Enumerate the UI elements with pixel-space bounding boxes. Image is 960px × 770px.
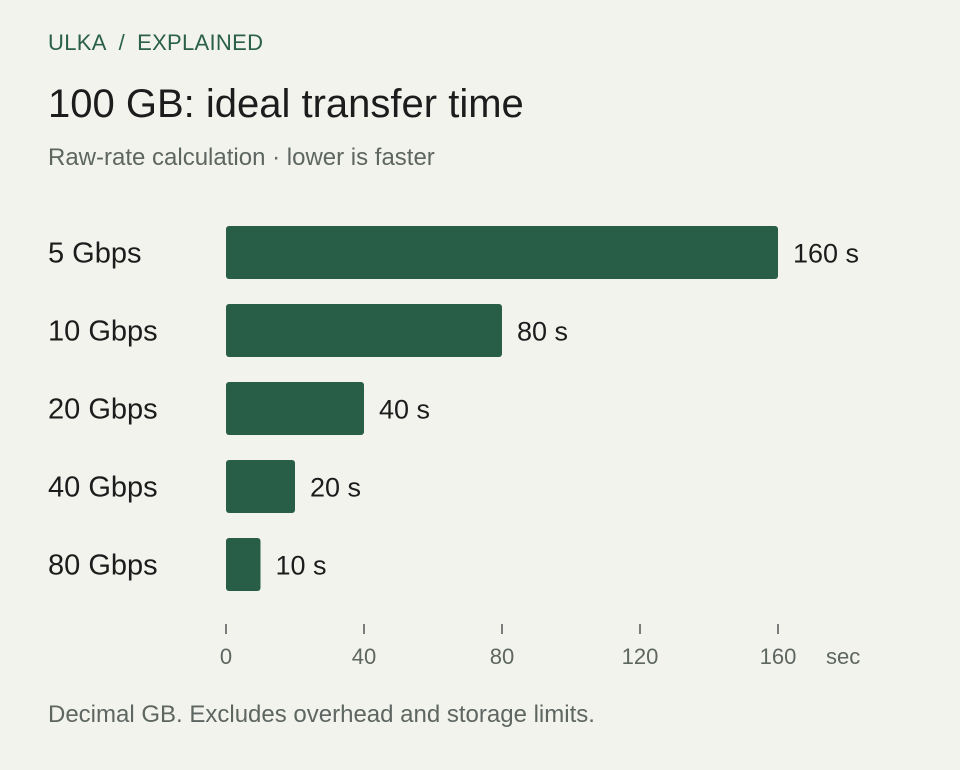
bar bbox=[226, 304, 502, 357]
bar bbox=[226, 460, 295, 513]
category-label: 5 Gbps bbox=[48, 238, 142, 270]
x-tick-label: 120 bbox=[622, 644, 659, 669]
x-tick-label: 0 bbox=[220, 644, 232, 669]
category-label: 80 Gbps bbox=[48, 550, 158, 582]
x-tick-label: 40 bbox=[352, 644, 376, 669]
chart-footnote: Decimal GB. Excludes overhead and storag… bbox=[48, 701, 595, 728]
bar-chart: 5 Gbps 160 s 10 Gbps 80 s 20 Gbps 40 s 40 Gbps… bbox=[48, 226, 860, 669]
breadcrumb-section: EXPLAINED bbox=[137, 30, 264, 55]
x-unit-label: sec bbox=[826, 644, 860, 669]
value-label: 20 s bbox=[310, 473, 361, 503]
x-tick-label: 80 bbox=[490, 644, 514, 669]
x-tick-label: 160 bbox=[760, 644, 797, 669]
category-label: 20 Gbps bbox=[48, 394, 158, 426]
value-label: 10 s bbox=[276, 551, 327, 581]
value-label: 160 s bbox=[793, 239, 859, 269]
chart-subtitle: Raw-rate calculation · lower is faster bbox=[48, 144, 435, 171]
value-label: 40 s bbox=[379, 395, 430, 425]
chart-title: 100 GB: ideal transfer time bbox=[48, 82, 524, 126]
breadcrumb-separator: / bbox=[118, 30, 126, 55]
breadcrumb: ULKA / EXPLAINED bbox=[48, 30, 263, 56]
category-label: 10 Gbps bbox=[48, 316, 158, 348]
bar bbox=[226, 538, 261, 591]
bar bbox=[226, 382, 364, 435]
category-label: 40 Gbps bbox=[48, 472, 158, 504]
breadcrumb-brand: ULKA bbox=[48, 30, 107, 55]
value-label: 80 s bbox=[517, 317, 568, 347]
bar bbox=[226, 226, 778, 279]
